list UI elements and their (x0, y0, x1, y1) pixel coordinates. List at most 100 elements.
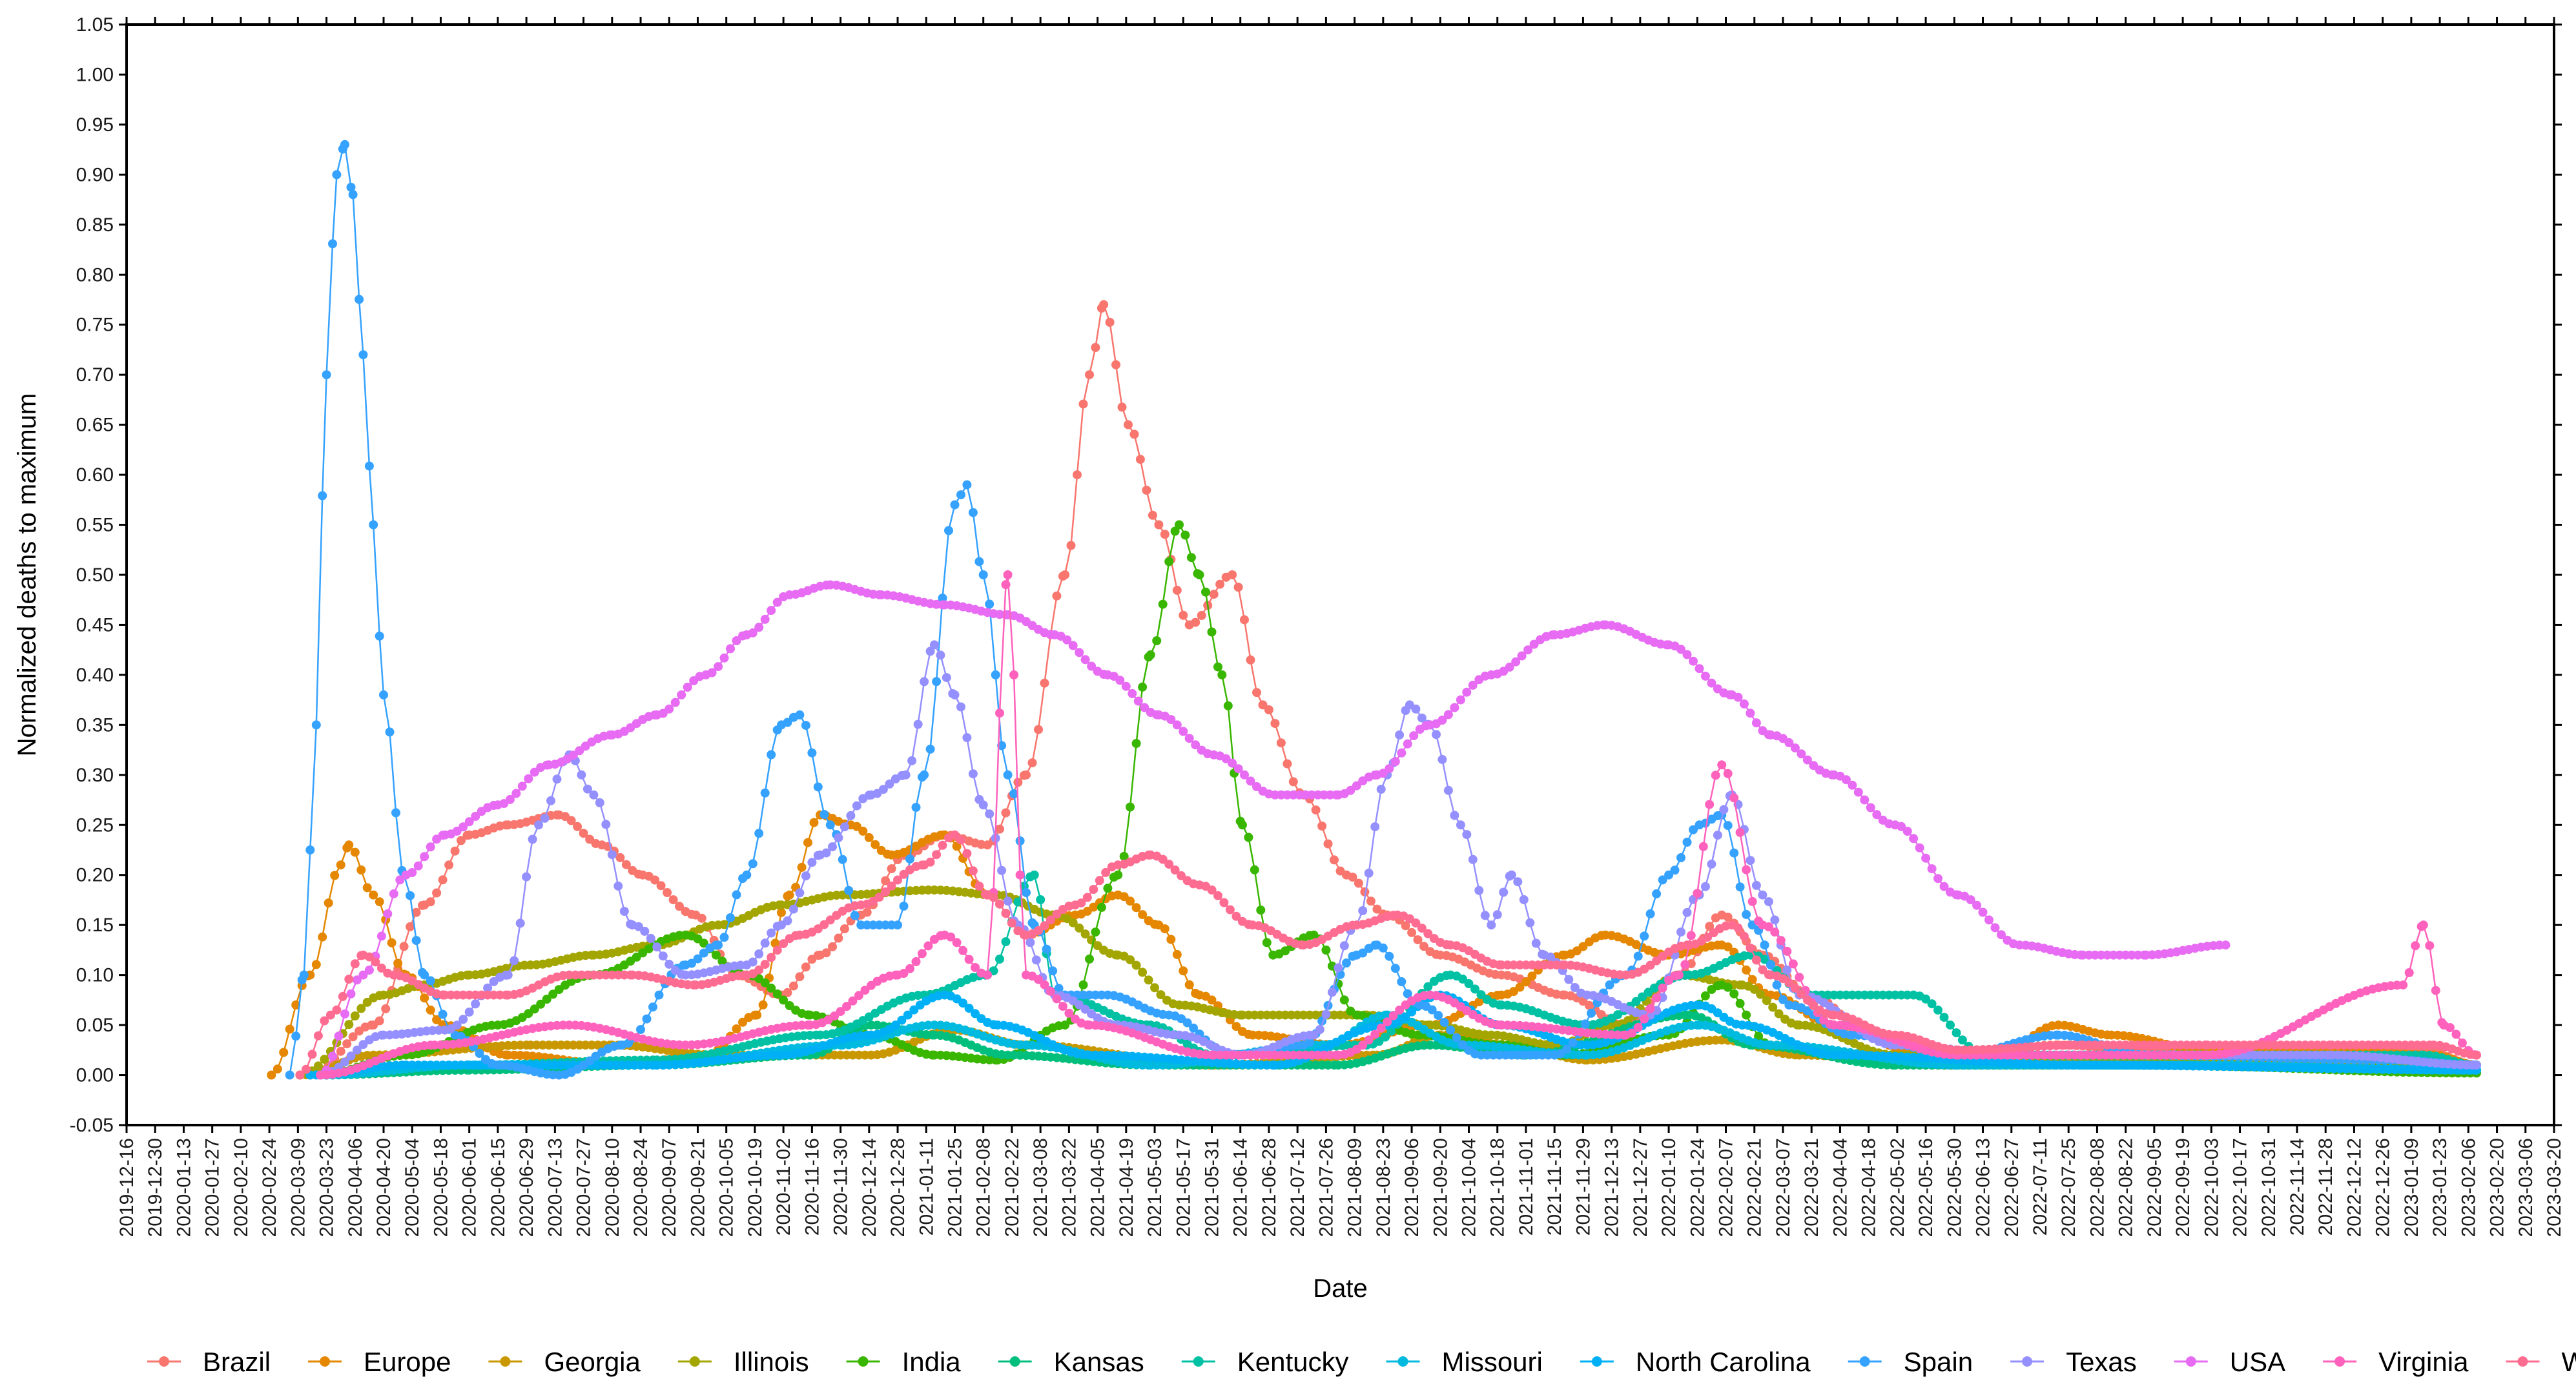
data-point (1150, 983, 1159, 993)
data-point (925, 744, 935, 754)
data-point (438, 875, 448, 885)
data-point (1909, 834, 1919, 843)
data-point (2445, 1023, 2455, 1032)
data-point (1729, 989, 1739, 999)
data-point (1082, 893, 1092, 902)
data-point (1097, 902, 1106, 912)
data-point (330, 871, 340, 880)
data-point (748, 957, 757, 967)
data-point (1078, 980, 1088, 989)
data-point (1766, 960, 1775, 970)
data-point (426, 976, 435, 986)
data-point (807, 748, 817, 758)
data-point (1735, 999, 1745, 1008)
data-point (1723, 982, 1733, 992)
data-point (668, 895, 678, 905)
data-point (318, 491, 327, 501)
data-point (1237, 820, 1247, 830)
data-point (313, 1031, 323, 1040)
data-point (652, 942, 662, 952)
data-point (1264, 705, 1273, 714)
data-point (1933, 874, 1942, 884)
data-point (1693, 889, 1702, 898)
data-point (1327, 988, 1337, 997)
data-point (1240, 615, 1249, 625)
data-point (1184, 980, 1194, 989)
data-point (1640, 931, 1649, 941)
data-point (887, 864, 896, 874)
data-point (825, 820, 835, 830)
data-point (1729, 793, 1739, 803)
data-point (1735, 827, 1745, 837)
data-point (828, 842, 837, 852)
data-point (785, 890, 794, 900)
data-point (754, 623, 764, 632)
data-point (1209, 590, 1219, 599)
data-point (1091, 343, 1100, 352)
data-point (1946, 1020, 1955, 1030)
data-point (1048, 966, 1058, 976)
data-point (615, 853, 625, 862)
data-point (1747, 975, 1757, 984)
data-point (767, 750, 776, 760)
data-point (1191, 617, 1200, 627)
data-point (1658, 983, 1667, 993)
data-point (1984, 915, 1994, 925)
data-point (1385, 951, 1394, 961)
data-point (995, 709, 1004, 718)
data-point (958, 946, 968, 955)
data-point (795, 888, 805, 898)
data-point (291, 1000, 301, 1009)
data-point (1256, 905, 1266, 915)
data-point (1164, 557, 1174, 566)
data-point (807, 858, 817, 867)
data-point (420, 993, 429, 1003)
data-point (1751, 718, 1761, 728)
data-point (1099, 300, 1109, 309)
data-point (1972, 900, 1982, 910)
data-point (1311, 805, 1321, 815)
data-point (375, 897, 384, 907)
data-point (1487, 920, 1496, 930)
data-point (1446, 1025, 1456, 1035)
data-point (1179, 966, 1188, 976)
data-point (1439, 1017, 1449, 1027)
data-point (760, 938, 770, 948)
data-point (821, 948, 831, 958)
data-point (387, 938, 397, 947)
data-point (2431, 986, 2440, 995)
data-point (1443, 785, 1453, 795)
data-point (328, 239, 337, 249)
data-point (1443, 710, 1453, 719)
data-point (1723, 821, 1733, 831)
data-point (640, 926, 650, 936)
data-point (917, 949, 927, 958)
data-point (356, 1004, 366, 1013)
data-point (1129, 429, 1139, 439)
data-point (1091, 927, 1100, 937)
data-point (1749, 984, 1759, 994)
data-point (369, 890, 378, 900)
data-point (920, 770, 929, 780)
data-point (1225, 905, 1235, 915)
data-point (344, 975, 354, 984)
data-point (754, 949, 764, 958)
data-point (2418, 920, 2428, 930)
data-point (1774, 1009, 1784, 1019)
data-point (1166, 935, 1176, 944)
data-point (2398, 980, 2408, 990)
data-point (311, 720, 321, 730)
data-point (1480, 911, 1490, 920)
data-point (767, 983, 776, 993)
data-point (752, 1010, 762, 1020)
data-point (383, 909, 393, 918)
data-point (1751, 955, 1761, 965)
data-point (813, 782, 823, 792)
data-point (426, 1005, 435, 1015)
data-point (510, 956, 519, 966)
data-point (552, 774, 562, 784)
data-point (1068, 641, 1078, 650)
data-point (936, 650, 945, 660)
data-point (942, 673, 951, 683)
data-point (1395, 730, 1405, 740)
